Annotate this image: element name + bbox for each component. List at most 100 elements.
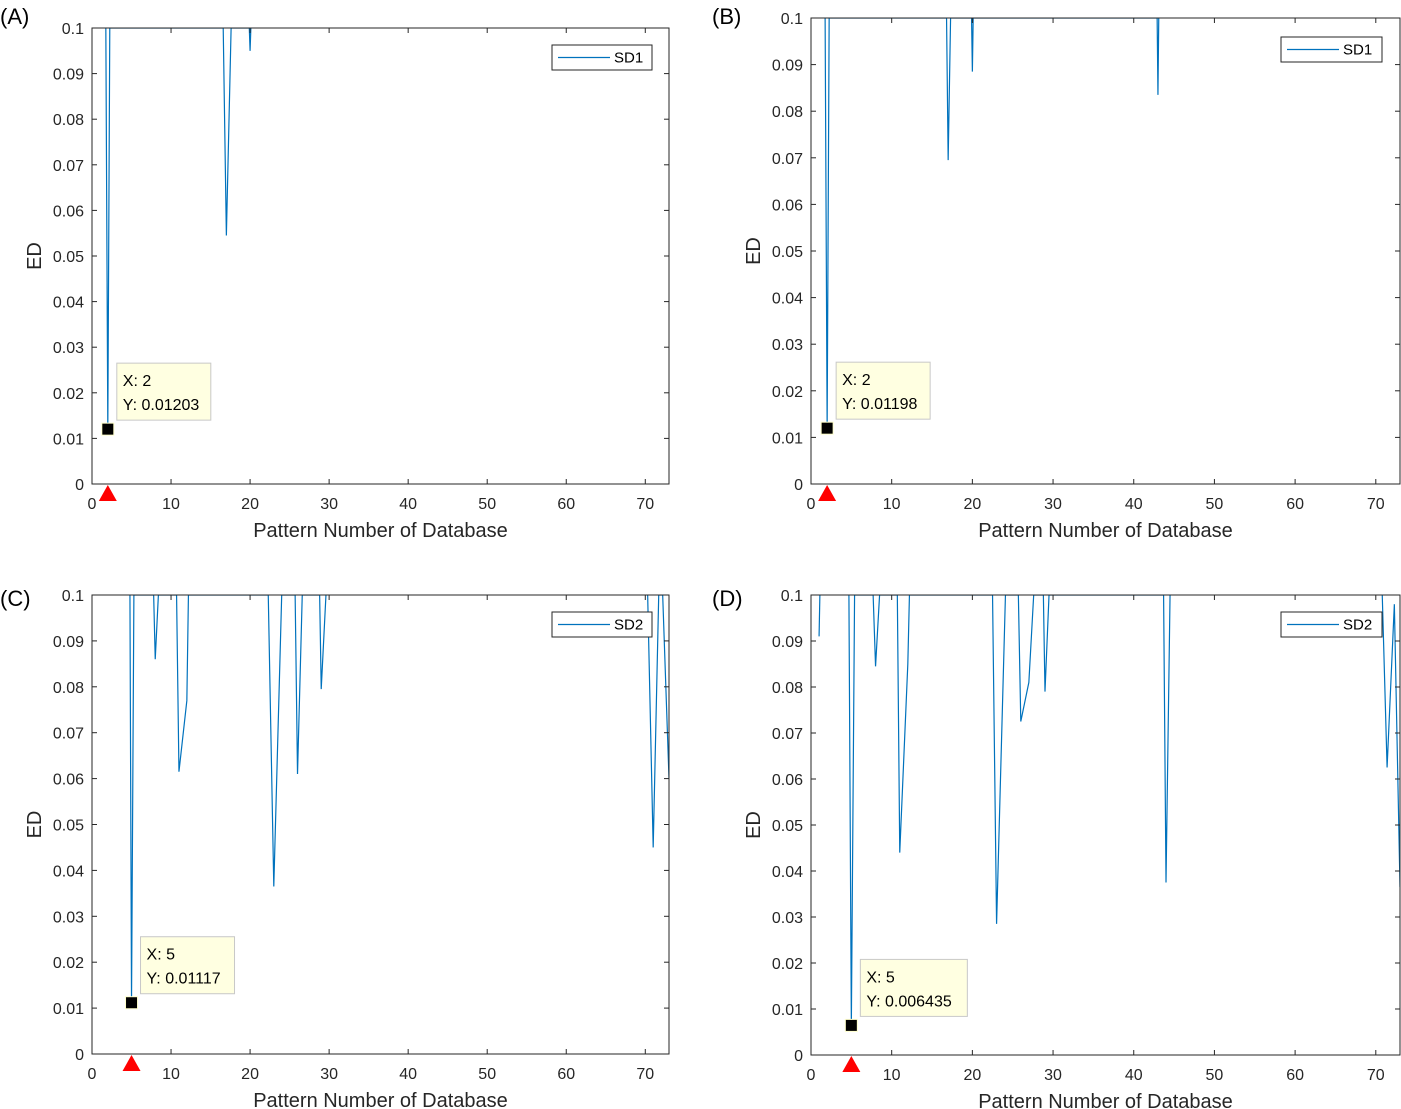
datatip-x: X: 2 xyxy=(123,373,152,390)
chart-panel: (D) 0 10 20 30 40 50 60 70 0 0.01 0.02 0.03 0.04 0.05 0… xyxy=(712,586,1401,1109)
y-axis-label: ED xyxy=(743,811,765,839)
y-tick-label: 0.01 xyxy=(53,431,84,448)
series-line xyxy=(824,18,1160,429)
x-tick-label: 0 xyxy=(807,1067,816,1084)
y-tick-label: 0.03 xyxy=(53,340,84,357)
panel-label: (D) xyxy=(712,586,743,611)
y-tick-label: 0.09 xyxy=(53,67,84,84)
y-tick-label: 0.02 xyxy=(53,955,84,972)
y-tick-label: 0.06 xyxy=(53,772,84,789)
y-tick-label: 0.08 xyxy=(772,680,803,697)
datatip-box xyxy=(835,361,931,420)
y-tick-label: 0.1 xyxy=(62,588,84,605)
match-indicator-triangle xyxy=(98,485,117,501)
y-tick-label: 0.08 xyxy=(53,680,84,697)
x-tick-label: 70 xyxy=(636,1066,654,1083)
x-tick-label: 30 xyxy=(320,1066,338,1083)
chart-panel: (B) 0 10 20 30 40 50 60 70 0 0.01 0.02 0.03 0.04 0.05 0… xyxy=(712,4,1401,542)
y-tick-label: 0.04 xyxy=(772,864,803,881)
y-tick-label: 0.07 xyxy=(772,151,803,168)
y-tick-label: 0.06 xyxy=(772,197,803,214)
y-tick-label: 0.09 xyxy=(53,634,84,651)
y-axis-label: ED xyxy=(24,242,46,270)
x-tick-label: 50 xyxy=(1206,1067,1224,1084)
y-tick-label: 0 xyxy=(794,1048,803,1065)
x-tick-label: 70 xyxy=(1367,1067,1385,1084)
x-axis-label: Pattern Number of Database xyxy=(978,520,1233,542)
x-axis-label: Pattern Number of Database xyxy=(978,1091,1233,1109)
y-tick-label: 0.1 xyxy=(781,588,803,605)
datatip-x: X: 2 xyxy=(842,372,871,389)
x-axis-label: Pattern Number of Database xyxy=(253,520,508,542)
datatip-marker xyxy=(820,421,834,435)
y-tick-label: 0.05 xyxy=(53,249,84,266)
series-line xyxy=(647,595,669,848)
y-tick-label: 0 xyxy=(75,477,84,494)
y-tick-label: 0.02 xyxy=(772,956,803,973)
x-tick-label: 60 xyxy=(1286,496,1304,513)
y-tick-label: 0.07 xyxy=(53,726,84,743)
x-tick-label: 40 xyxy=(399,1066,417,1083)
match-indicator-triangle xyxy=(842,1056,861,1072)
x-tick-label: 0 xyxy=(88,496,97,513)
panel-label: (B) xyxy=(712,4,741,29)
legend-entry: SD1 xyxy=(1343,42,1372,59)
y-tick-label: 0 xyxy=(75,1047,84,1064)
x-tick-label: 70 xyxy=(636,496,654,513)
y-tick-label: 0.05 xyxy=(53,818,84,835)
datatip-y: Y: 0.01198 xyxy=(842,396,917,413)
y-tick-label: 0.06 xyxy=(53,203,84,220)
datatip-y: Y: 0.01117 xyxy=(147,971,221,988)
datatip-marker xyxy=(844,1018,858,1032)
y-tick-label: 0.01 xyxy=(772,1002,803,1019)
x-tick-label: 10 xyxy=(162,1066,180,1083)
y-tick-label: 0.08 xyxy=(53,112,84,129)
panel-label: (C) xyxy=(0,586,31,611)
y-tick-label: 0.06 xyxy=(772,772,803,789)
legend-entry: SD1 xyxy=(614,50,643,67)
y-tick-label: 0.1 xyxy=(781,11,803,28)
x-tick-label: 20 xyxy=(963,1067,981,1084)
y-axis-label: ED xyxy=(743,237,765,265)
x-tick-label: 60 xyxy=(557,1066,575,1083)
y-tick-label: 0.05 xyxy=(772,244,803,261)
datatip-y: Y: 0.01203 xyxy=(123,397,200,414)
chart-panel: (A) 0 10 20 30 40 50 60 70 0 0.01 0.02 0.03 0.04 0.05 0… xyxy=(0,4,670,542)
y-tick-label: 0.09 xyxy=(772,634,803,651)
legend-entry: SD2 xyxy=(1343,617,1372,634)
series-line xyxy=(1381,595,1400,888)
x-axis-label: Pattern Number of Database xyxy=(253,1090,508,1109)
x-tick-label: 50 xyxy=(1206,496,1224,513)
series-line xyxy=(818,595,821,637)
x-tick-label: 30 xyxy=(320,496,338,513)
y-tick-label: 0.1 xyxy=(62,21,84,38)
x-tick-label: 10 xyxy=(883,1067,901,1084)
x-tick-label: 20 xyxy=(241,1066,259,1083)
x-tick-label: 40 xyxy=(1125,1067,1143,1084)
datatip-box xyxy=(116,362,212,421)
datatip-x: X: 5 xyxy=(866,969,895,986)
y-axis-label: ED xyxy=(24,811,46,839)
y-tick-label: 0.04 xyxy=(53,295,84,312)
datatip-marker xyxy=(101,422,115,436)
x-tick-label: 50 xyxy=(478,1066,496,1083)
y-tick-label: 0.02 xyxy=(772,384,803,401)
x-tick-label: 0 xyxy=(807,496,816,513)
y-tick-label: 0.04 xyxy=(772,291,803,308)
y-tick-label: 0 xyxy=(794,477,803,494)
y-tick-label: 0.07 xyxy=(772,726,803,743)
datatip-box xyxy=(140,936,236,995)
x-tick-label: 10 xyxy=(162,496,180,513)
chart-panel: (C) 0 10 20 30 40 50 60 70 0 0.01 0.02 0.03 0.04 0.05 0… xyxy=(0,586,670,1109)
y-tick-label: 0.03 xyxy=(772,337,803,354)
y-tick-label: 0.05 xyxy=(772,818,803,835)
x-tick-label: 20 xyxy=(963,496,981,513)
x-tick-label: 60 xyxy=(557,496,575,513)
y-tick-label: 0.01 xyxy=(772,430,803,447)
x-tick-label: 30 xyxy=(1044,496,1062,513)
x-tick-label: 70 xyxy=(1367,496,1385,513)
x-tick-label: 40 xyxy=(1125,496,1143,513)
series-line xyxy=(105,28,252,430)
y-tick-label: 0.04 xyxy=(53,863,84,880)
